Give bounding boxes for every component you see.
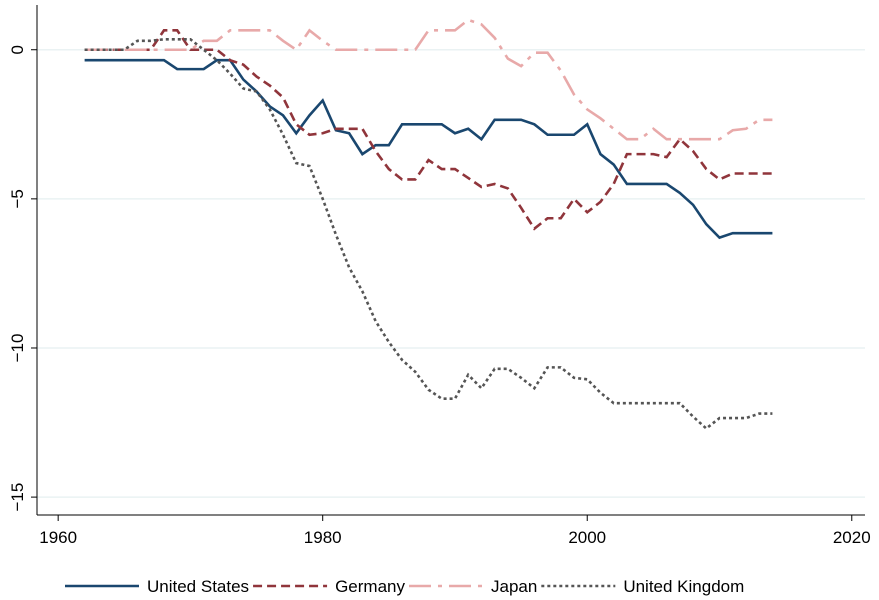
series-line bbox=[84, 38, 773, 431]
x-tick-label: 1980 bbox=[304, 528, 342, 547]
x-tick-label: 1960 bbox=[39, 528, 77, 547]
legend-label: Germany bbox=[335, 577, 405, 596]
x-tick-label: 2000 bbox=[568, 528, 606, 547]
series-line bbox=[84, 18, 773, 141]
legend-label: Japan bbox=[491, 577, 537, 596]
y-tick-label: −10 bbox=[8, 334, 27, 363]
y-tick-label: 0 bbox=[8, 45, 27, 54]
series-line bbox=[84, 29, 773, 231]
y-tick-label: −5 bbox=[8, 189, 27, 208]
series-line bbox=[84, 58, 773, 240]
legend-label: United States bbox=[147, 577, 249, 596]
x-tick-label: 2020 bbox=[833, 528, 871, 547]
y-tick-label: −15 bbox=[8, 483, 27, 512]
legend-label: United Kingdom bbox=[623, 577, 744, 596]
